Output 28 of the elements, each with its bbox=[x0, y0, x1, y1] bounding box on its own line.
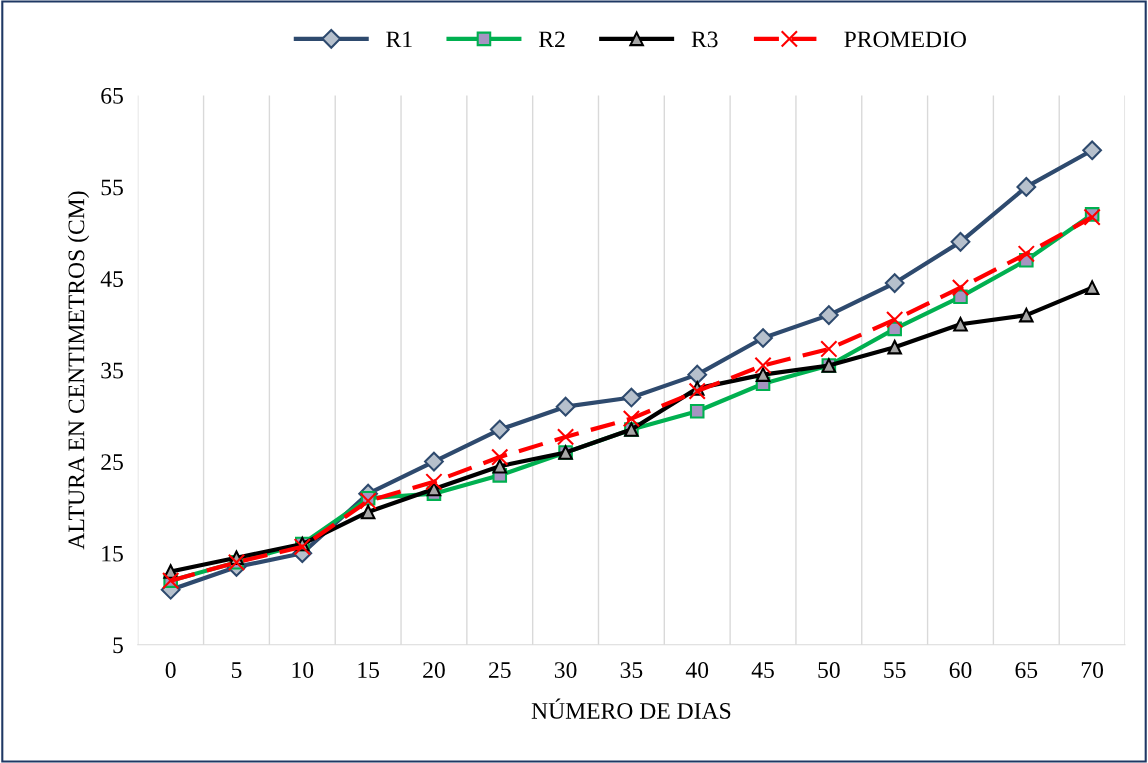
x-tick-label: 65 bbox=[1015, 662, 1038, 679]
x-axis-title: NÚMERO DE DIAS bbox=[531, 698, 731, 719]
legend-label: R1 bbox=[386, 31, 412, 48]
y-tick-label: 15 bbox=[102, 545, 123, 562]
y-tick-label: 45 bbox=[100, 271, 123, 287]
x-tick-label: 60 bbox=[949, 662, 972, 679]
legend-label: R2 bbox=[538, 31, 565, 48]
y-tick-label: 5 bbox=[113, 637, 123, 654]
x-tick-label: 55 bbox=[884, 662, 906, 679]
legend-label: R3 bbox=[691, 31, 718, 48]
y-tick-label: 25 bbox=[101, 454, 123, 471]
y-tick-label: 65 bbox=[101, 87, 123, 104]
legend-label: PROMEDIO bbox=[844, 31, 966, 48]
x-tick-label: 10 bbox=[292, 662, 314, 679]
x-tick-label: 20 bbox=[423, 662, 445, 679]
x-tick-label: 0 bbox=[165, 662, 176, 679]
y-tick-label: 55 bbox=[101, 179, 123, 196]
x-tick-label: 70 bbox=[1081, 662, 1104, 679]
y-axis-title: ALTURA EN CENTIMETROS (CM) bbox=[67, 191, 90, 550]
x-tick-label: 30 bbox=[554, 662, 577, 679]
x-tick-label: 25 bbox=[488, 662, 511, 679]
x-tick-label: 45 bbox=[751, 662, 774, 679]
x-tick-label: 50 bbox=[818, 662, 840, 679]
x-tick-label: 35 bbox=[620, 662, 643, 679]
y-tick-label: 35 bbox=[101, 362, 123, 379]
x-tick-label: 15 bbox=[358, 662, 380, 679]
x-tick-label: 40 bbox=[685, 662, 709, 679]
x-tick-label: 5 bbox=[231, 662, 242, 679]
